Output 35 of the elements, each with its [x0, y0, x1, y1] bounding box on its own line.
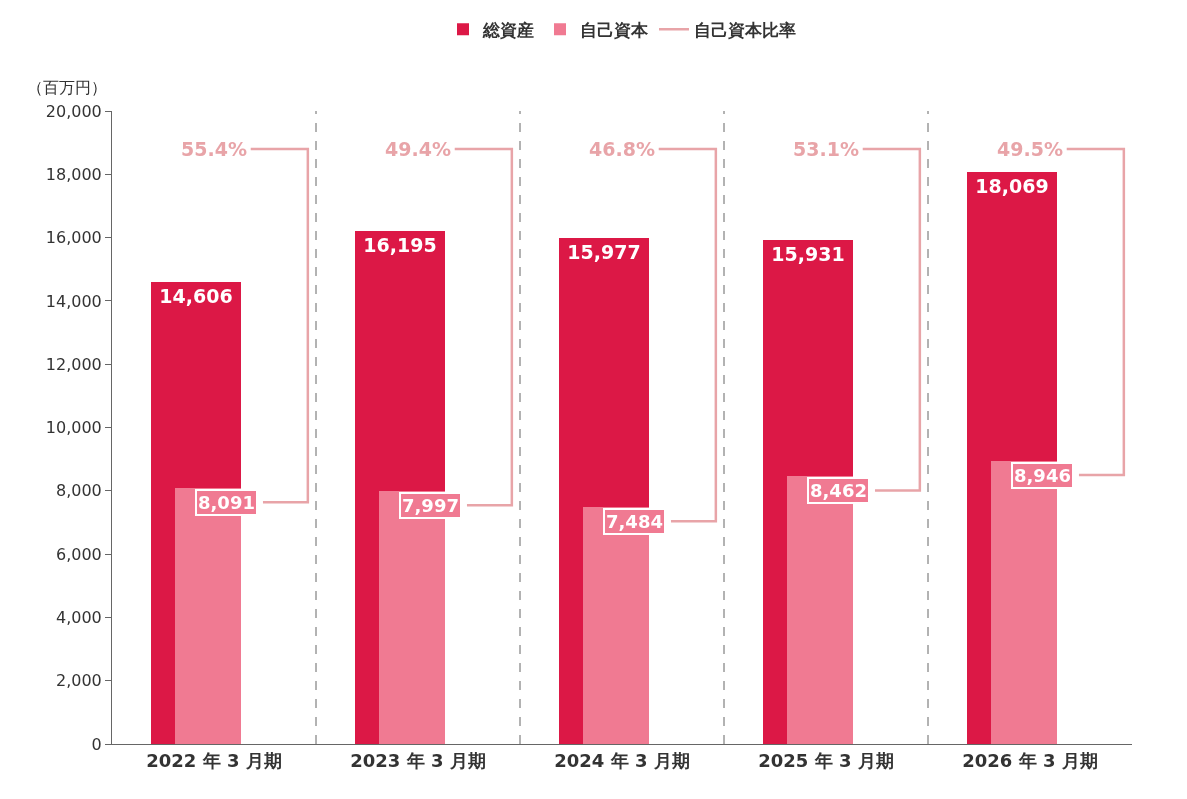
- y-tick-label: 4,000: [55, 608, 102, 627]
- data-label: 16,195: [363, 234, 437, 256]
- annotation: 46.8%: [589, 138, 655, 160]
- x-tick-label: 2025 年 3 月期: [758, 749, 894, 771]
- x-tick-label: 2022 年 3 月期: [146, 749, 282, 771]
- annotation: 53.1%: [793, 138, 859, 160]
- y-tick-label: 8,000: [55, 481, 102, 501]
- x-tick-label: 2024 年 3 月期: [554, 749, 690, 771]
- y-tick-label: 6,000: [55, 544, 102, 564]
- legend-label: 自己資本: [580, 19, 649, 40]
- data-label: 8,091: [198, 492, 255, 513]
- data-label: 14,606: [159, 285, 233, 307]
- data-label: 8,946: [1014, 465, 1071, 486]
- y-tick-label: 16,000: [45, 228, 102, 248]
- y-axis-title: （百万円）: [27, 78, 107, 97]
- y-tick-label: 20,000: [45, 101, 102, 121]
- y-tick-label: 2,000: [55, 671, 102, 691]
- data-label: 7,997: [402, 495, 459, 516]
- legend-label: 総資産: [482, 19, 534, 40]
- y-tick-label: 18,000: [45, 164, 102, 184]
- x-tick-label: 2026 年 3 月期: [962, 749, 1098, 771]
- y-tick-label: 12,000: [45, 354, 102, 374]
- data-label: 8,462: [810, 480, 867, 501]
- y-tick-label: 14,000: [45, 291, 102, 311]
- data-label: 7,484: [606, 511, 663, 532]
- y-tick-label: 0: [91, 734, 102, 754]
- data-label: 15,977: [567, 241, 641, 263]
- annotation: 49.5%: [997, 138, 1063, 160]
- data-label: 18,069: [975, 175, 1049, 197]
- data-label: 15,931: [771, 243, 845, 265]
- annotation: 49.4%: [385, 138, 451, 160]
- x-tick-label: 2023 年 3 月期: [350, 749, 486, 771]
- legend-label: 自己資本比率: [694, 19, 796, 40]
- annotation: 55.4%: [181, 138, 247, 160]
- y-tick-label: 10,000: [45, 418, 102, 438]
